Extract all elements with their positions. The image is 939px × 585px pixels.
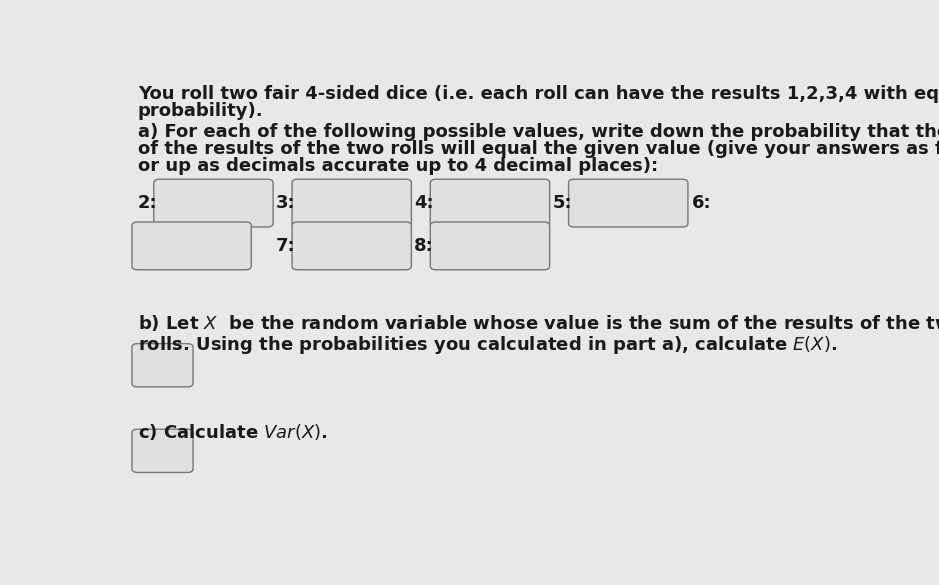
Text: probability).: probability). bbox=[138, 102, 263, 120]
Text: or up as decimals accurate up to 4 decimal places):: or up as decimals accurate up to 4 decim… bbox=[138, 157, 658, 175]
Text: 5:: 5: bbox=[552, 194, 572, 212]
FancyBboxPatch shape bbox=[430, 222, 549, 270]
Text: of the results of the two rolls will equal the given value (give your answers as: of the results of the two rolls will equ… bbox=[138, 140, 939, 158]
FancyBboxPatch shape bbox=[154, 179, 273, 227]
Text: 3:: 3: bbox=[276, 194, 296, 212]
Text: b) Let $X$  be the random variable whose value is the sum of the results of the : b) Let $X$ be the random variable whose … bbox=[138, 314, 939, 333]
FancyBboxPatch shape bbox=[131, 429, 193, 473]
FancyBboxPatch shape bbox=[292, 179, 411, 227]
FancyBboxPatch shape bbox=[292, 222, 411, 270]
Text: a) For each of the following possible values, write down the probability that th: a) For each of the following possible va… bbox=[138, 123, 939, 141]
FancyBboxPatch shape bbox=[131, 222, 252, 270]
Text: 8:: 8: bbox=[414, 237, 434, 255]
FancyBboxPatch shape bbox=[430, 179, 549, 227]
Text: 7:: 7: bbox=[276, 237, 296, 255]
Text: You roll two fair 4-sided dice (i.e. each roll can have the results 1,2,3,4 with: You roll two fair 4-sided dice (i.e. eac… bbox=[138, 85, 939, 102]
FancyBboxPatch shape bbox=[131, 343, 193, 387]
Text: 4:: 4: bbox=[414, 194, 434, 212]
Text: rolls. Using the probabilities you calculated in part a), calculate $E(X)$.: rolls. Using the probabilities you calcu… bbox=[138, 333, 837, 356]
FancyBboxPatch shape bbox=[569, 179, 688, 227]
Text: c) Calculate $Var(X)$.: c) Calculate $Var(X)$. bbox=[138, 422, 328, 442]
Text: 6:: 6: bbox=[692, 194, 712, 212]
Text: 2:: 2: bbox=[138, 194, 158, 212]
